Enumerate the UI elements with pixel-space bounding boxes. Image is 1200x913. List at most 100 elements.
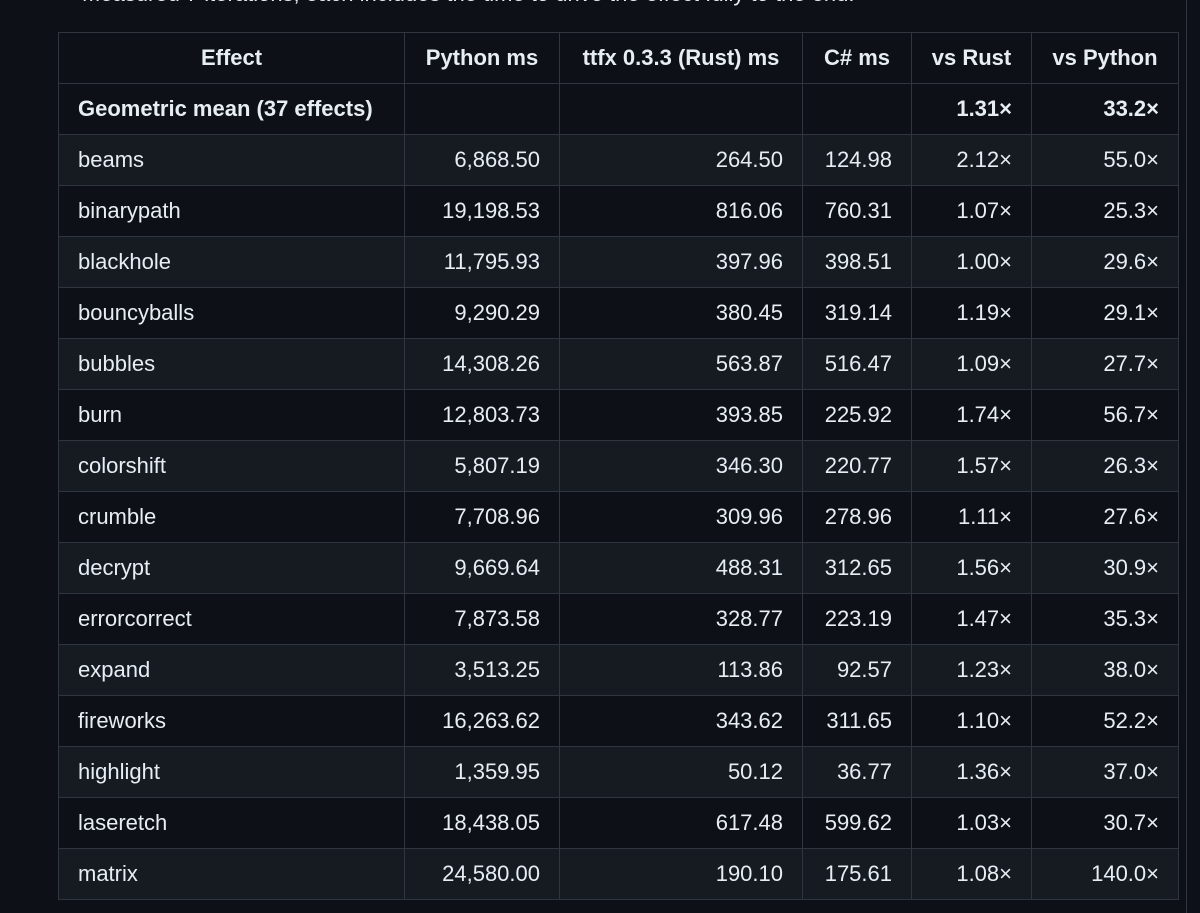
summary-vs-rust: 1.31× xyxy=(911,83,1032,135)
cell-effect: bubbles xyxy=(58,338,405,390)
cell-vs-rust: 1.74× xyxy=(911,389,1032,441)
cell-rust-ms: 309.96 xyxy=(559,491,803,543)
table-row: fireworks 16,263.62 343.62 311.65 1.10× 52.2× xyxy=(58,695,1179,747)
cell-vs-rust: 1.57× xyxy=(911,440,1032,492)
table-row: decrypt 9,669.64 488.31 312.65 1.56× 30.9× xyxy=(58,542,1179,594)
cell-effect: blackhole xyxy=(58,236,405,288)
cell-vs-python: 37.0× xyxy=(1031,746,1179,798)
cell-python-ms: 9,290.29 xyxy=(404,287,560,339)
cell-effect: binarypath xyxy=(58,185,405,237)
cell-csharp-ms: 760.31 xyxy=(802,185,912,237)
cell-python-ms: 16,263.62 xyxy=(404,695,560,747)
cell-vs-python: 30.7× xyxy=(1031,797,1179,849)
cell-csharp-ms: 398.51 xyxy=(802,236,912,288)
cell-python-ms: 7,873.58 xyxy=(404,593,560,645)
cell-rust-ms: 617.48 xyxy=(559,797,803,849)
cell-vs-rust: 1.08× xyxy=(911,848,1032,900)
cell-rust-ms: 380.45 xyxy=(559,287,803,339)
cell-csharp-ms: 278.96 xyxy=(802,491,912,543)
cell-vs-python: 56.7× xyxy=(1031,389,1179,441)
table-row: blackhole 11,795.93 397.96 398.51 1.00× 29.6× xyxy=(58,236,1179,288)
cell-effect: decrypt xyxy=(58,542,405,594)
cell-effect: burn xyxy=(58,389,405,441)
cell-csharp-ms: 516.47 xyxy=(802,338,912,390)
cell-rust-ms: 343.62 xyxy=(559,695,803,747)
intro-text: Measured 7 iterations, each includes the… xyxy=(82,0,854,10)
table-row: expand 3,513.25 113.86 92.57 1.23× 38.0× xyxy=(58,644,1179,696)
cell-vs-python: 140.0× xyxy=(1031,848,1179,900)
cell-vs-python: 30.9× xyxy=(1031,542,1179,594)
cell-vs-rust: 1.23× xyxy=(911,644,1032,696)
cell-vs-rust: 1.09× xyxy=(911,338,1032,390)
summary-vs-python: 33.2× xyxy=(1031,83,1179,135)
cell-effect: errorcorrect xyxy=(58,593,405,645)
table-row: matrix 24,580.00 190.10 175.61 1.08× 140.0× xyxy=(58,848,1179,900)
summary-csharp-ms xyxy=(802,83,912,135)
cell-csharp-ms: 312.65 xyxy=(802,542,912,594)
column-header-vs-python: vs Python xyxy=(1031,32,1179,84)
scroll-edge-divider xyxy=(1186,0,1187,913)
table-row: errorcorrect 7,873.58 328.77 223.19 1.47× 35.… xyxy=(58,593,1179,645)
cell-vs-python: 27.6× xyxy=(1031,491,1179,543)
cell-rust-ms: 50.12 xyxy=(559,746,803,798)
cell-python-ms: 19,198.53 xyxy=(404,185,560,237)
cell-effect: matrix xyxy=(58,848,405,900)
column-header-effect: Effect xyxy=(58,32,405,84)
table-row: colorshift 5,807.19 346.30 220.77 1.57× 26.3× xyxy=(58,440,1179,492)
cell-vs-rust: 1.10× xyxy=(911,695,1032,747)
cell-effect: fireworks xyxy=(58,695,405,747)
table-row: burn 12,803.73 393.85 225.92 1.74× 56.7× xyxy=(58,389,1179,441)
benchmark-table: Effect Python ms ttfx 0.3.3 (Rust) ms C#… xyxy=(58,32,1179,900)
cell-python-ms: 11,795.93 xyxy=(404,236,560,288)
cell-python-ms: 5,807.19 xyxy=(404,440,560,492)
table-row: beams 6,868.50 264.50 124.98 2.12× 55.0× xyxy=(58,134,1179,186)
cell-python-ms: 18,438.05 xyxy=(404,797,560,849)
cell-effect: crumble xyxy=(58,491,405,543)
cell-effect: beams xyxy=(58,134,405,186)
cell-python-ms: 1,359.95 xyxy=(404,746,560,798)
cell-python-ms: 7,708.96 xyxy=(404,491,560,543)
cell-vs-python: 29.1× xyxy=(1031,287,1179,339)
cell-csharp-ms: 311.65 xyxy=(802,695,912,747)
cell-effect: laseretch xyxy=(58,797,405,849)
cell-csharp-ms: 319.14 xyxy=(802,287,912,339)
cell-vs-rust: 1.03× xyxy=(911,797,1032,849)
cell-rust-ms: 328.77 xyxy=(559,593,803,645)
cell-vs-python: 29.6× xyxy=(1031,236,1179,288)
cell-csharp-ms: 223.19 xyxy=(802,593,912,645)
cell-rust-ms: 563.87 xyxy=(559,338,803,390)
cell-effect: highlight xyxy=(58,746,405,798)
cell-rust-ms: 346.30 xyxy=(559,440,803,492)
cell-csharp-ms: 220.77 xyxy=(802,440,912,492)
column-header-vs-rust: vs Rust xyxy=(911,32,1032,84)
cell-csharp-ms: 225.92 xyxy=(802,389,912,441)
cell-effect: bouncyballs xyxy=(58,287,405,339)
cell-rust-ms: 397.96 xyxy=(559,236,803,288)
cell-vs-python: 27.7× xyxy=(1031,338,1179,390)
cell-csharp-ms: 92.57 xyxy=(802,644,912,696)
cell-vs-rust: 1.19× xyxy=(911,287,1032,339)
summary-label: Geometric mean (37 effects) xyxy=(58,83,405,135)
cell-vs-python: 55.0× xyxy=(1031,134,1179,186)
table-header-row: Effect Python ms ttfx 0.3.3 (Rust) ms C#… xyxy=(58,32,1179,84)
cell-python-ms: 6,868.50 xyxy=(404,134,560,186)
table-row: bouncyballs 9,290.29 380.45 319.14 1.19× 29.1… xyxy=(58,287,1179,339)
cell-vs-python: 52.2× xyxy=(1031,695,1179,747)
cell-vs-rust: 2.12× xyxy=(911,134,1032,186)
table-row: highlight 1,359.95 50.12 36.77 1.36× 37.0× xyxy=(58,746,1179,798)
cell-vs-rust: 1.47× xyxy=(911,593,1032,645)
column-header-rust-ms: ttfx 0.3.3 (Rust) ms xyxy=(559,32,803,84)
column-header-csharp-ms: C# ms xyxy=(802,32,912,84)
cell-python-ms: 9,669.64 xyxy=(404,542,560,594)
cell-csharp-ms: 599.62 xyxy=(802,797,912,849)
cell-rust-ms: 264.50 xyxy=(559,134,803,186)
cell-vs-python: 26.3× xyxy=(1031,440,1179,492)
cell-rust-ms: 190.10 xyxy=(559,848,803,900)
table-row: bubbles 14,308.26 563.87 516.47 1.09× 27.7× xyxy=(58,338,1179,390)
cell-rust-ms: 113.86 xyxy=(559,644,803,696)
column-header-python-ms: Python ms xyxy=(404,32,560,84)
cell-csharp-ms: 175.61 xyxy=(802,848,912,900)
table-row: crumble 7,708.96 309.96 278.96 1.11× 27.6× xyxy=(58,491,1179,543)
cell-vs-rust: 1.56× xyxy=(911,542,1032,594)
